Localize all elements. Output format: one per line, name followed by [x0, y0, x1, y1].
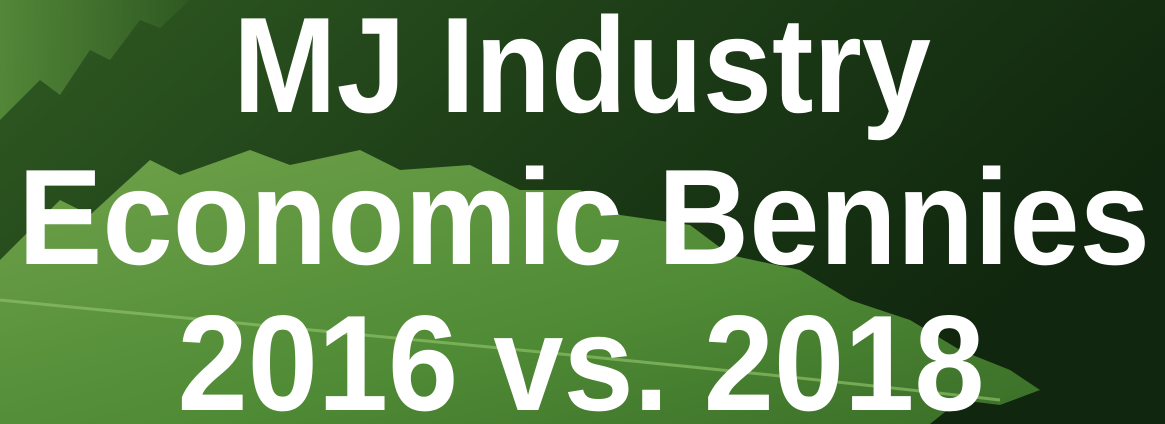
title-line: Economic Bennies	[18, 141, 1150, 293]
title-line: MJ Industry	[233, 0, 931, 141]
page: MJ Industry Economic Bennies 2016 vs. 20…	[0, 0, 1165, 424]
banner: MJ Industry Economic Bennies 2016 vs. 20…	[0, 0, 1165, 424]
title-line: 2016 vs. 2018	[178, 287, 985, 424]
